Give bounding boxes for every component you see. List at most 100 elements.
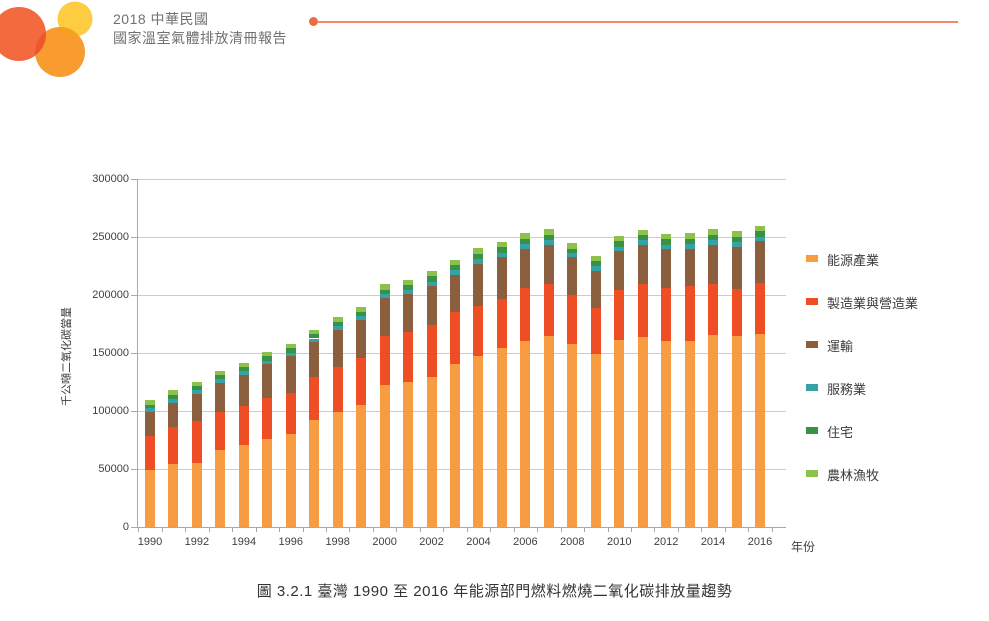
bar-segment-2010 xyxy=(614,251,625,291)
bar-segment-2002 xyxy=(426,281,437,286)
bar-segment-1992 xyxy=(191,390,202,395)
bar-segment-1990 xyxy=(145,412,155,437)
y-tick-label: 150000 xyxy=(92,347,129,359)
bar-segment-1993 xyxy=(215,374,226,379)
bar-segment-2011 xyxy=(637,229,648,236)
y-axis-line xyxy=(137,179,138,527)
logo-circle-yellow xyxy=(57,1,93,37)
bar-segment-2002 xyxy=(426,285,437,325)
bar-segment-2006 xyxy=(520,233,531,239)
bar-segment-1995 xyxy=(262,398,273,439)
x-tick-label: 2004 xyxy=(466,536,491,548)
bar-segment-1999 xyxy=(356,311,367,316)
bar-segment-2014 xyxy=(708,229,719,235)
y-tick-label: 100000 xyxy=(92,405,129,417)
bar-segment-2003 xyxy=(450,364,460,527)
y-tick-label: 250000 xyxy=(92,231,129,243)
y-tick-label: 0 xyxy=(122,521,129,533)
y-tick-label: 50000 xyxy=(98,463,129,475)
bar-segment-1992 xyxy=(191,385,202,390)
bar-segment-2007 xyxy=(543,283,554,337)
x-tick-mark xyxy=(232,527,234,532)
x-tick-label: 2014 xyxy=(700,536,726,548)
legend-swatch xyxy=(806,427,818,434)
bar-segment-2001 xyxy=(403,279,414,286)
x-tick-label: 2006 xyxy=(513,536,538,548)
bar-segment-2008 xyxy=(567,344,578,527)
x-tick-label: 2002 xyxy=(419,536,444,548)
bar-segment-2008 xyxy=(567,248,578,254)
bar-segment-2000 xyxy=(379,284,390,290)
x-tick-mark xyxy=(372,527,374,532)
bar-segment-2012 xyxy=(661,340,672,527)
bar-segment-1994 xyxy=(238,370,249,375)
bar-segment-2010 xyxy=(614,290,625,340)
x-tick-label: 1996 xyxy=(278,536,303,548)
bar-segment-2014 xyxy=(708,234,719,240)
bar-segment-2015 xyxy=(731,246,742,290)
x-tick-mark xyxy=(677,527,679,532)
y-tick-mark xyxy=(131,353,137,354)
x-tick-label: 2008 xyxy=(560,536,585,548)
bar-segment-2003 xyxy=(450,264,460,270)
bar-segment-2016 xyxy=(755,226,765,232)
bar-segment-2014 xyxy=(708,244,719,284)
x-tick-mark xyxy=(584,527,586,532)
bar-segment-1994 xyxy=(238,362,249,367)
gridline xyxy=(137,353,786,354)
x-tick-mark xyxy=(419,527,421,532)
bar-segment-2005 xyxy=(496,257,507,300)
x-tick-mark xyxy=(607,527,609,532)
bar-segment-2011 xyxy=(637,240,648,246)
bar-segment-1992 xyxy=(191,381,202,386)
bar-segment-2014 xyxy=(708,239,719,245)
bar-segment-2003 xyxy=(450,269,460,275)
bar-segment-1995 xyxy=(262,351,273,357)
bar-segment-2015 xyxy=(731,241,742,247)
bar-segment-1992 xyxy=(191,421,202,463)
bar-segment-2009 xyxy=(590,270,601,309)
y-tick-label: 200000 xyxy=(92,289,129,301)
report-title-line2: 國家溫室氣體排放清冊報告 xyxy=(113,30,287,46)
bar-segment-2013 xyxy=(684,341,695,527)
x-tick-mark xyxy=(138,527,140,532)
bar-segment-2002 xyxy=(426,376,437,527)
bar-segment-1996 xyxy=(285,352,296,357)
bar-segment-2015 xyxy=(731,289,742,337)
x-tick-mark xyxy=(208,527,210,532)
x-tick-mark xyxy=(396,527,398,532)
bar-segment-1990 xyxy=(145,436,155,471)
logo-circle-red-orange xyxy=(0,7,46,61)
header-rule-dot xyxy=(309,17,318,26)
gridline xyxy=(137,295,786,296)
bar-segment-2009 xyxy=(590,308,601,355)
y-tick-mark xyxy=(131,469,137,470)
bar-segment-2007 xyxy=(543,336,554,527)
bar-segment-1993 xyxy=(215,378,226,383)
bar-segment-2003 xyxy=(450,274,460,313)
bar-segment-1996 xyxy=(285,343,296,349)
x-tick-mark xyxy=(513,527,515,532)
bar-segment-2007 xyxy=(543,234,554,241)
bar-segment-2003 xyxy=(450,312,460,365)
x-axis-line xyxy=(137,527,786,528)
bar-segment-1997 xyxy=(309,334,320,339)
bar-segment-1998 xyxy=(332,326,343,331)
x-tick-label: 2016 xyxy=(747,536,773,548)
bar-segment-1998 xyxy=(332,366,343,412)
bar-segment-1991 xyxy=(168,464,179,527)
logo-circle-orange xyxy=(35,27,85,77)
x-tick-label: 2010 xyxy=(606,536,632,548)
bar-segment-1994 xyxy=(238,445,249,527)
bar-segment-2002 xyxy=(426,270,437,277)
bar-segment-2005 xyxy=(496,241,507,248)
x-tick-mark xyxy=(490,527,492,532)
x-tick-mark xyxy=(443,527,445,532)
bar-segment-2013 xyxy=(684,248,695,287)
bar-segment-1991 xyxy=(168,426,179,465)
x-axis-title: 年份 xyxy=(791,540,816,554)
gridline xyxy=(137,469,786,470)
bar-segment-1998 xyxy=(332,330,343,367)
report-title: 2018 中華民國 國家溫室氣體排放清冊報告 xyxy=(113,10,287,48)
bar-segment-2013 xyxy=(684,286,695,342)
